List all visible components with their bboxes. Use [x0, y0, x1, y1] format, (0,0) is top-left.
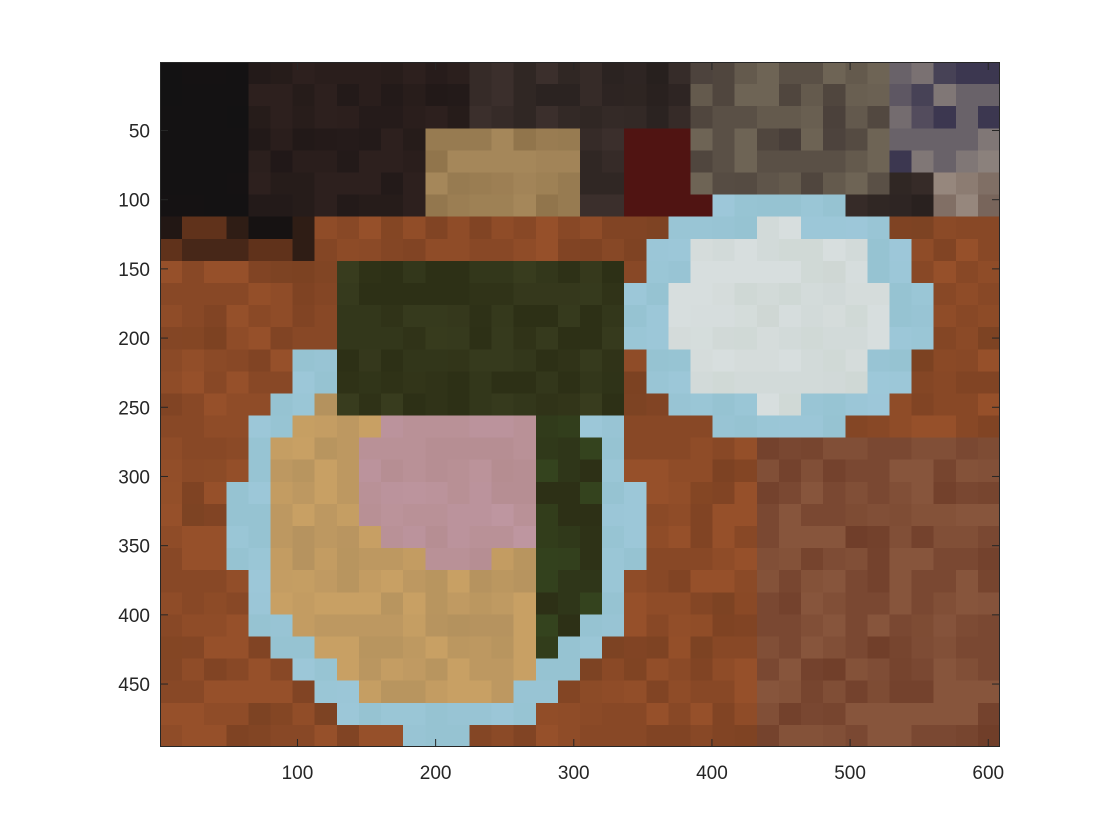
y-tick-label: 50 — [129, 122, 150, 143]
x-tick-label: 400 — [696, 763, 728, 784]
x-tick-label: 600 — [972, 763, 1004, 784]
y-tick-label: 200 — [118, 329, 150, 350]
x-tick-label: 500 — [834, 763, 866, 784]
x-tick-label: 100 — [282, 763, 314, 784]
x-axis-ticks: 100 200 300 400 500 600 — [282, 62, 1004, 784]
axes-box — [160, 62, 1000, 747]
y-tick-label: 250 — [118, 398, 150, 419]
y-tick-label: 300 — [118, 467, 150, 488]
x-tick-label: 300 — [558, 763, 590, 784]
pixelated-food-image — [160, 62, 1000, 747]
y-axis-ticks: 50 100 150 200 250 300 350 400 450 — [118, 122, 1000, 696]
y-tick-label: 400 — [118, 606, 150, 627]
y-tick-label: 100 — [118, 191, 150, 212]
y-tick-label: 450 — [118, 675, 150, 696]
y-tick-label: 150 — [118, 260, 150, 281]
x-tick-label: 200 — [420, 763, 452, 784]
y-tick-label: 350 — [118, 537, 150, 558]
